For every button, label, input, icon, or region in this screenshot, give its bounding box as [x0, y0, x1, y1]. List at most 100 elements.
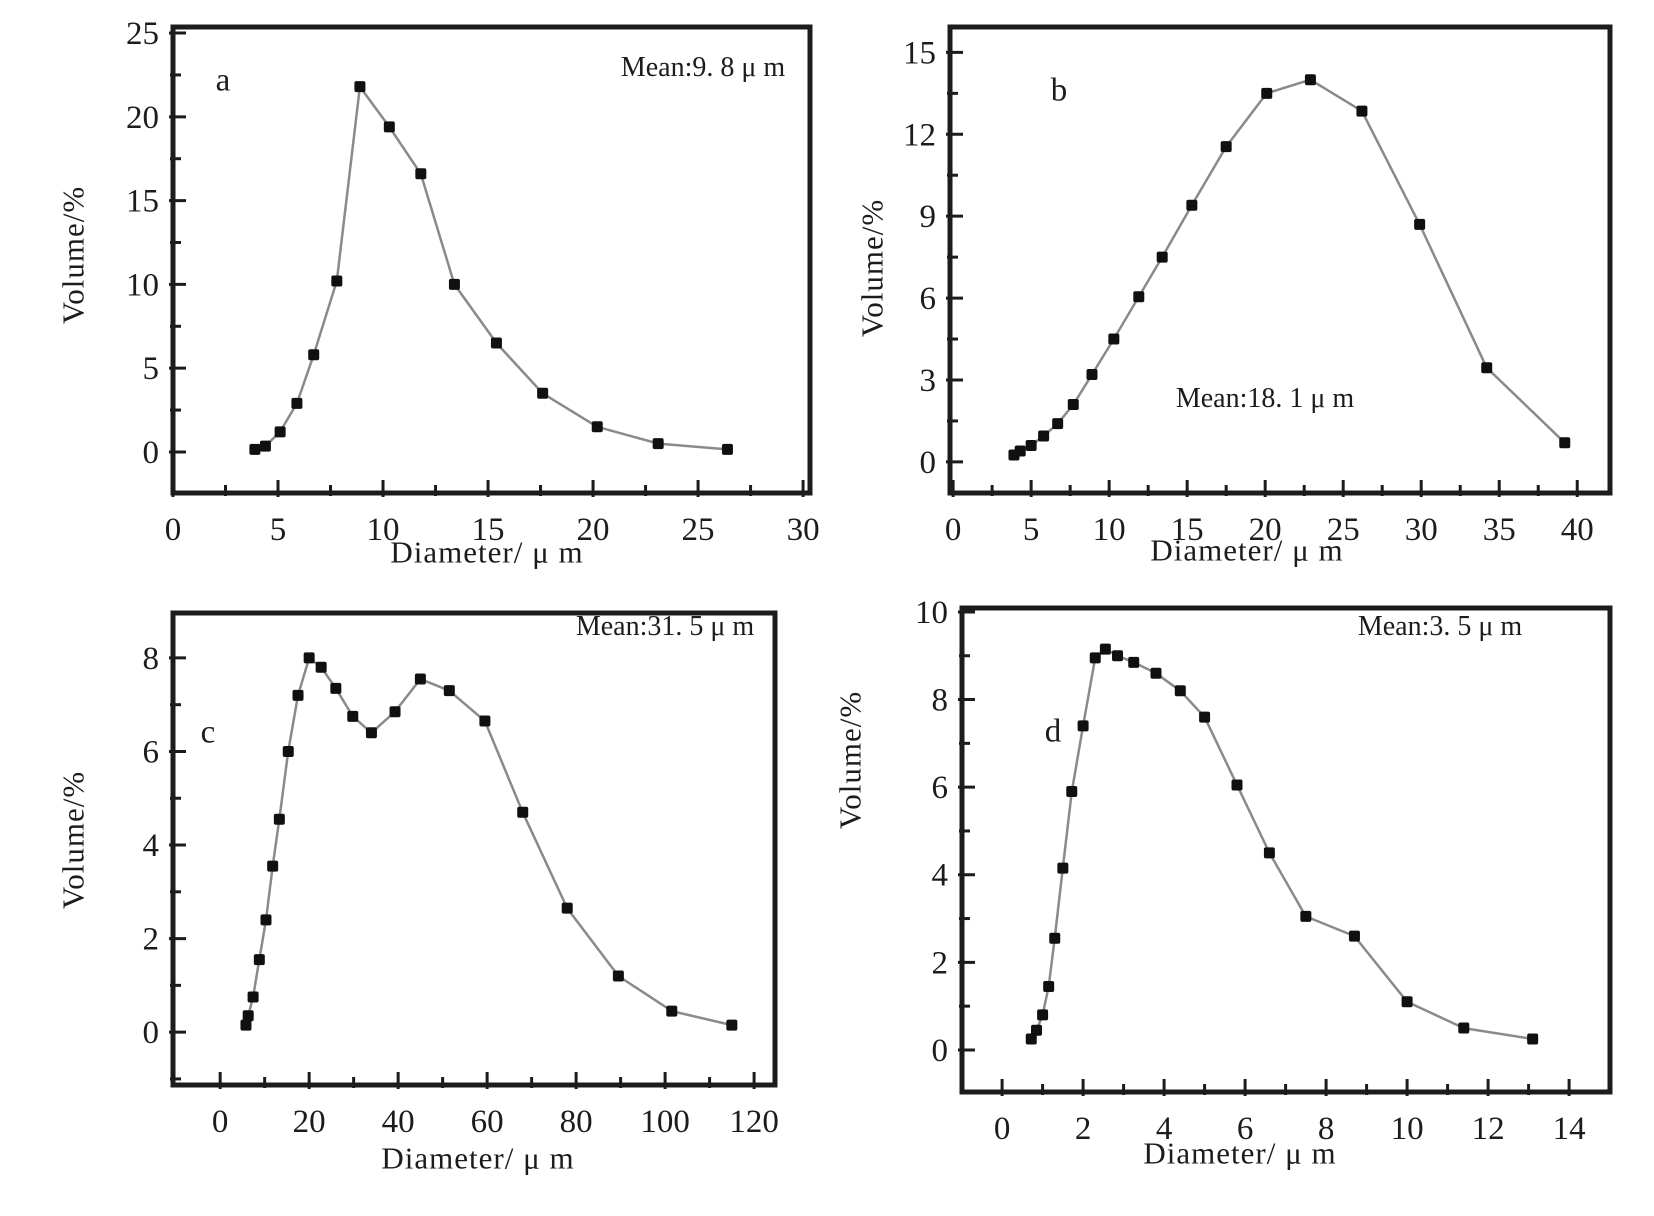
data-point-d — [1112, 650, 1124, 662]
data-point-d — [1263, 847, 1275, 859]
data-point-b — [1014, 445, 1026, 457]
data-point-d — [1077, 720, 1089, 732]
mean-annotation-d: Mean:3. 5 μ m — [1357, 611, 1523, 642]
chart-b: 0 5 10 15 20 25 30 35 40 0 3 6 9 12 15 — [903, 24, 1613, 548]
y-axis-label-a: Volume/% — [55, 185, 91, 325]
y-tick-label-c: 6 — [143, 734, 160, 770]
x-tick-label-d: 2 — [1075, 1111, 1092, 1147]
x-tick-label-c: 0 — [212, 1104, 229, 1140]
data-point-a — [274, 426, 286, 438]
x-tick-label-d: 12 — [1472, 1111, 1505, 1147]
y-tick-label-b: 15 — [903, 35, 936, 71]
data-point-b — [1067, 399, 1079, 411]
y-tick-label-a: 5 — [143, 351, 160, 387]
x-tick-label-b: 35 — [1483, 512, 1516, 548]
chart-a: 0 5 10 15 20 25 30 0 5 10 15 20 25 — [126, 16, 820, 548]
data-point-c — [260, 914, 272, 926]
data-point-a — [415, 168, 427, 180]
y-tick-label-d: 8 — [932, 683, 949, 719]
x-tick-label-d: 6 — [1237, 1111, 1254, 1147]
x-tick-label-d: 4 — [1156, 1111, 1173, 1147]
data-point-a — [652, 438, 664, 450]
data-point-a — [448, 278, 460, 290]
x-axis-label-c: Diameter/ μ m — [381, 1140, 575, 1176]
x-tick-label-b: 20 — [1249, 512, 1282, 548]
mean-annotation-b: Mean:18. 1 μ m — [1175, 383, 1355, 414]
y-tick-label-a: 25 — [126, 16, 159, 52]
y-tick-label-c: 4 — [143, 828, 160, 864]
data-point-b — [1156, 251, 1168, 263]
y-axis-label-d: Volume/% — [832, 690, 868, 830]
y-tick-label-c: 8 — [143, 641, 160, 677]
data-point-c — [247, 991, 259, 1003]
data-point-a — [537, 387, 549, 399]
data-point-d — [1174, 685, 1186, 697]
data-line-c — [244, 656, 734, 1027]
mean-annotation-a: Mean:9. 8 μ m — [620, 52, 786, 83]
panel-letter-c: c — [200, 714, 216, 751]
x-tick-label-a: 25 — [682, 512, 715, 548]
y-tick-label-b: 9 — [920, 199, 937, 235]
data-point-c — [365, 727, 377, 739]
x-tick-label-c: 60 — [471, 1104, 504, 1140]
data-point-b — [1133, 291, 1145, 303]
x-tick-label-b: 10 — [1093, 512, 1126, 548]
data-point-c — [242, 1010, 254, 1022]
y-tick-label-b: 12 — [903, 117, 936, 153]
x-tick-label-a: 20 — [577, 512, 610, 548]
x-tick-label-b: 0 — [945, 512, 962, 548]
data-point-d — [1031, 1024, 1043, 1036]
y-axis-label-b: Volume/% — [854, 198, 890, 338]
panel-letter-d: d — [1044, 713, 1062, 750]
x-axis-label-a: Diameter/ μ m — [390, 534, 584, 570]
data-point-b — [1559, 437, 1571, 449]
data-point-c — [612, 970, 624, 982]
data-point-c — [561, 902, 573, 914]
x-tick-label-c: 100 — [640, 1104, 690, 1140]
data-point-a — [490, 337, 502, 349]
data-point-b — [1220, 141, 1232, 153]
data-point-a — [721, 443, 733, 455]
y-tick-label-b: 3 — [920, 363, 937, 399]
data-point-d — [1401, 996, 1413, 1008]
data-point-c — [240, 1019, 252, 1031]
data-point-b — [1025, 439, 1037, 451]
data-point-c — [315, 661, 327, 673]
panel-letter-b: b — [1050, 72, 1068, 109]
data-point-d — [1199, 711, 1211, 723]
data-point-d — [1527, 1033, 1539, 1045]
data-point-c — [666, 1005, 678, 1017]
data-point-c — [479, 715, 491, 727]
x-tick-label-b: 30 — [1405, 512, 1438, 548]
data-point-d — [1037, 1009, 1049, 1021]
data-point-b — [1052, 418, 1064, 430]
x-tick-label-a: 10 — [367, 512, 400, 548]
plot-border-c — [170, 610, 778, 1088]
x-tick-label-a: 5 — [270, 512, 287, 548]
data-point-b — [1356, 105, 1368, 117]
x-tick-label-a: 15 — [472, 512, 505, 548]
y-tick-label-c: 2 — [143, 922, 160, 958]
data-point-b — [1414, 218, 1426, 230]
y-tick-label-b: 6 — [920, 281, 937, 317]
x-tick-label-b: 25 — [1327, 512, 1360, 548]
y-tick-label-a: 0 — [143, 435, 160, 471]
data-point-b — [1304, 74, 1316, 86]
data-point-a — [383, 121, 395, 133]
data-point-d — [1025, 1033, 1037, 1045]
x-tick-label-b: 5 — [1023, 512, 1040, 548]
x-tick-label-c: 20 — [293, 1104, 326, 1140]
data-point-c — [303, 652, 315, 664]
data-point-a — [354, 81, 366, 93]
data-point-d — [1458, 1022, 1470, 1034]
data-point-d — [1150, 667, 1162, 679]
data-line-d — [1030, 647, 1534, 1041]
data-point-d — [1231, 779, 1243, 791]
data-point-c — [726, 1019, 738, 1031]
data-point-d — [1057, 862, 1069, 874]
y-tick-label-b: 0 — [920, 445, 937, 481]
plot-border-a — [170, 24, 813, 496]
x-tick-label-a: 30 — [787, 512, 820, 548]
plot-border-d — [959, 605, 1613, 1095]
data-point-c — [292, 689, 304, 701]
